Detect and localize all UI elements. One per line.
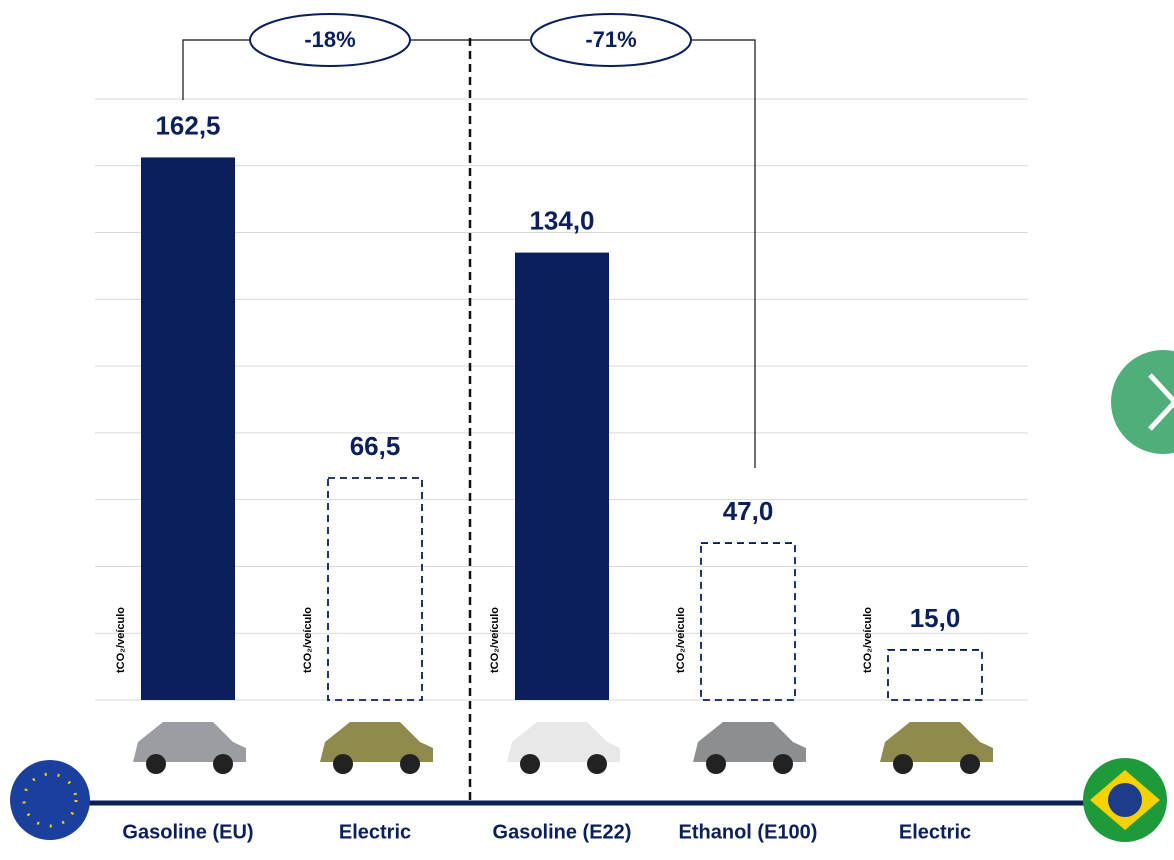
value-label: 15,0: [910, 603, 961, 633]
car-image: [880, 722, 993, 774]
comparison-label: -71%: [585, 27, 636, 52]
x-tick-label: Ethanol (E100): [679, 821, 818, 843]
value-label: 162,5: [155, 110, 220, 140]
car-image: [507, 722, 620, 774]
value-label: 134,0: [529, 205, 594, 235]
car-body: [880, 722, 993, 762]
bar: [887, 649, 983, 701]
car-wheel: [213, 754, 233, 774]
car-wheel: [773, 754, 793, 774]
eu-stars: [22, 772, 78, 828]
car-body: [320, 722, 433, 762]
car-wheel: [520, 754, 540, 774]
value-label: 47,0: [723, 496, 774, 526]
comparison-bubble: [530, 13, 692, 67]
car-wheel: [893, 754, 913, 774]
unit-label: tCO₂/veículo: [675, 607, 687, 673]
eu-flag: [10, 760, 90, 840]
car-image: [693, 722, 806, 774]
car-body: [133, 722, 246, 762]
x-tick-label: Electric: [899, 821, 971, 843]
decor: -18% -71%: [10, 13, 1174, 842]
car-image: [133, 722, 246, 774]
x-tick-label: Gasoline (EU): [122, 821, 253, 843]
car-wheel: [587, 754, 607, 774]
comparison-bubble: [249, 13, 411, 67]
bracket: [182, 39, 250, 100]
car-image: [320, 722, 433, 774]
car-wheel: [333, 754, 353, 774]
bar: [327, 477, 423, 701]
x-tick-label: Gasoline (E22): [493, 821, 632, 843]
bracket: [692, 39, 756, 468]
unit-label: tCO₂/veículo: [115, 607, 127, 673]
car-body: [693, 722, 806, 762]
value-label: 66,5: [350, 431, 401, 461]
unit-label: tCO₂/veículo: [862, 607, 874, 673]
brazil-globe: [1108, 783, 1142, 817]
car-body: [507, 722, 620, 762]
unit-label: tCO₂/veículo: [489, 607, 501, 673]
next-button[interactable]: [1111, 350, 1174, 454]
car-wheel: [146, 754, 166, 774]
next-chevron: [1148, 373, 1174, 431]
x-tick-label: Electric: [339, 821, 411, 843]
unit-label: tCO₂/veículo: [302, 607, 314, 673]
comparison-label: -18%: [304, 27, 355, 52]
car-wheel: [960, 754, 980, 774]
car-wheel: [400, 754, 420, 774]
car-wheel: [706, 754, 726, 774]
bar: [141, 157, 235, 701]
bar: [515, 252, 609, 701]
bar: [700, 542, 796, 701]
